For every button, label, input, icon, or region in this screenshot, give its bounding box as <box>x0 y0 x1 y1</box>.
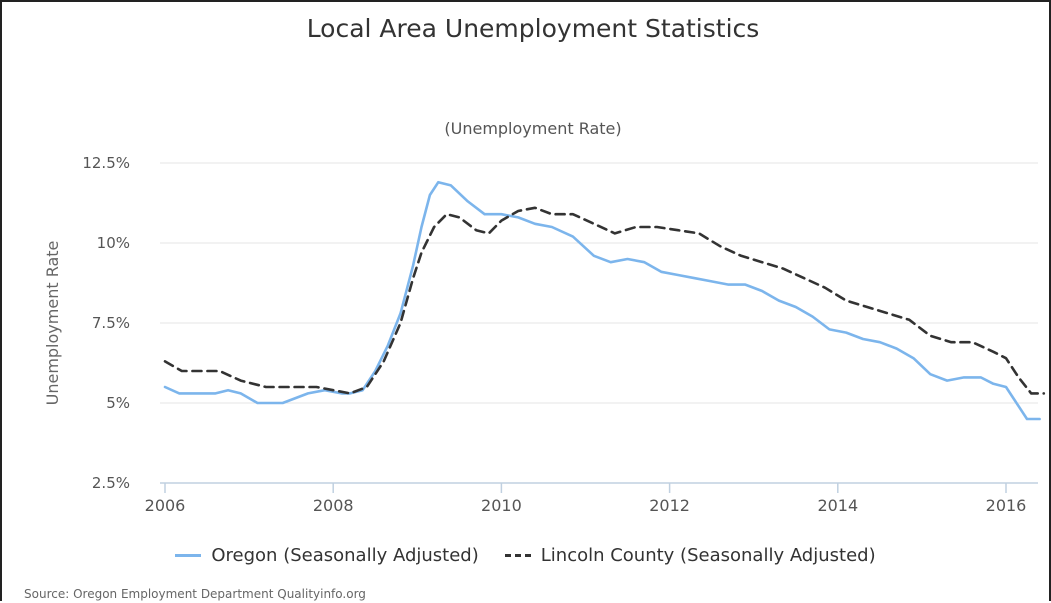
x-tick-label: 2014 <box>817 496 858 515</box>
chart-subtitle: (Unemployment Rate) <box>444 119 622 138</box>
x-tick-label: 2008 <box>313 496 354 515</box>
x-tick-label: 2012 <box>649 496 690 515</box>
source-note: Source: Oregon Employment Department Qua… <box>24 587 366 601</box>
x-tick-label: 2016 <box>986 496 1027 515</box>
legend-label-lincoln: Lincoln County (Seasonally Adjusted) <box>540 545 876 566</box>
y-tick-label: 12.5% <box>82 154 130 172</box>
legend-item-lincoln[interactable]: Lincoln County (Seasonally Adjusted) <box>504 545 876 566</box>
legend-item-oregon[interactable]: Oregon (Seasonally Adjusted) <box>175 545 479 566</box>
x-tick-label: 2006 <box>145 496 186 515</box>
series-line-lincoln-county <box>163 206 1046 395</box>
legend-swatch-lincoln <box>504 554 531 557</box>
axes: 12.5% 10% 7.5% 5% 2.5% 2006 2008 2010 2012 2014 20… <box>43 154 1038 515</box>
chart-legend: Oregon (Seasonally Adjusted) Lincoln Cou… <box>0 545 1051 566</box>
y-tick-label: 10% <box>97 234 130 252</box>
x-tick-label: 2010 <box>481 496 522 515</box>
legend-swatch-oregon <box>175 554 202 557</box>
series-lines <box>163 180 1046 421</box>
series-line-oregon <box>163 180 1041 421</box>
y-tick-label: 7.5% <box>92 314 130 332</box>
y-tick-label: 2.5% <box>92 474 130 492</box>
y-tick-label: 5% <box>106 394 130 412</box>
y-axis-title: Unemployment Rate <box>43 241 62 406</box>
grid-lines <box>160 162 1038 404</box>
legend-label-oregon: Oregon (Seasonally Adjusted) <box>211 545 479 566</box>
chart-title: Local Area Unemployment Statistics <box>306 14 760 43</box>
